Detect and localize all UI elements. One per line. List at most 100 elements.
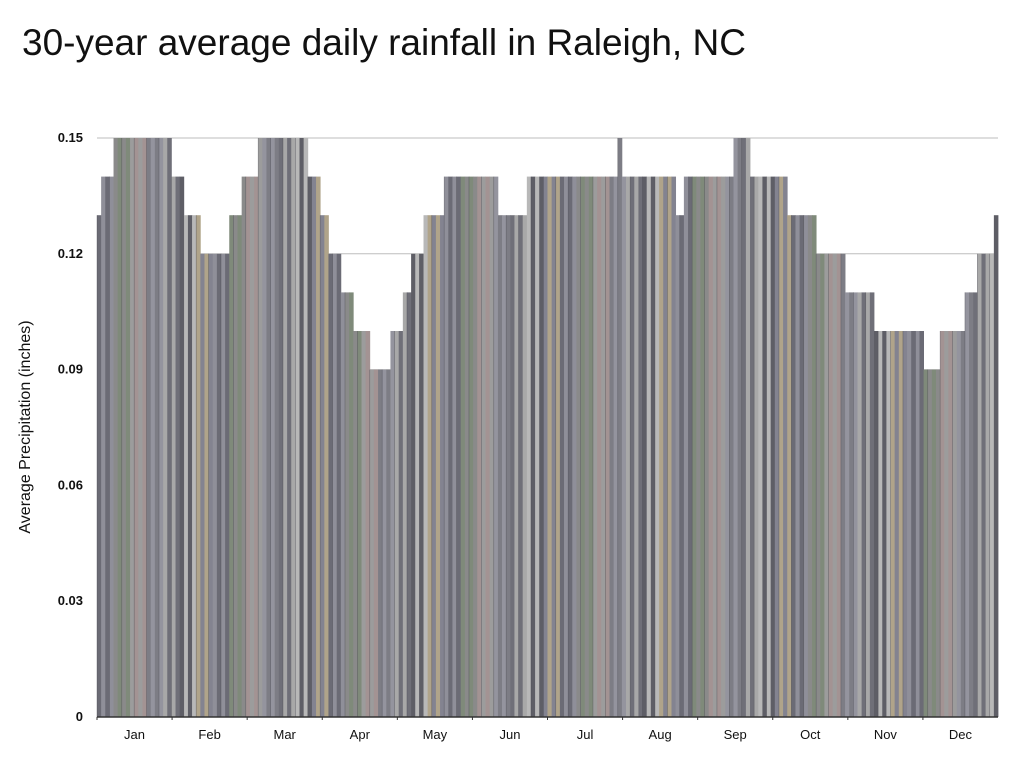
bar xyxy=(328,253,333,718)
bar xyxy=(419,253,424,718)
bar xyxy=(836,253,842,718)
bar xyxy=(944,331,949,717)
bar xyxy=(840,253,846,718)
bar xyxy=(183,215,189,717)
bar xyxy=(320,215,325,717)
x-tick-label: Feb xyxy=(198,727,220,742)
bar xyxy=(634,176,639,718)
bar xyxy=(113,138,119,717)
x-tick-label: Oct xyxy=(800,727,821,742)
bar xyxy=(311,176,317,718)
bar xyxy=(398,331,404,717)
x-tick-label: Dec xyxy=(949,727,973,742)
bar xyxy=(733,138,739,717)
bar xyxy=(688,176,693,718)
bar xyxy=(187,215,193,717)
bar xyxy=(125,138,131,717)
bar xyxy=(249,176,255,718)
bar xyxy=(460,176,466,718)
bar xyxy=(431,215,437,717)
bar xyxy=(373,369,379,717)
bar xyxy=(812,215,817,717)
bar xyxy=(572,176,577,718)
bar xyxy=(667,176,672,718)
x-tick-labels: Jan Feb Mar Apr May Jun Jul Aug Sep Oct Nov Dec xyxy=(124,727,972,742)
bar xyxy=(716,176,722,718)
bar xyxy=(163,138,168,717)
bar xyxy=(597,176,602,718)
bar xyxy=(745,138,751,717)
bar xyxy=(936,369,941,717)
y-tick-label: 0 xyxy=(76,709,83,724)
bar xyxy=(853,292,858,717)
bar xyxy=(952,331,958,717)
bar xyxy=(220,253,226,718)
bar xyxy=(679,215,685,717)
bar xyxy=(923,369,929,717)
bar xyxy=(902,331,908,717)
bar xyxy=(291,138,296,717)
bar xyxy=(898,331,904,717)
bar xyxy=(588,176,594,718)
bar xyxy=(869,292,875,717)
bar xyxy=(394,331,400,717)
y-tick-label: 0.12 xyxy=(58,246,83,261)
bar xyxy=(427,215,433,717)
bar xyxy=(307,176,313,718)
x-tick-label: Mar xyxy=(274,727,297,742)
bar xyxy=(526,176,532,718)
bar xyxy=(849,292,854,717)
bar xyxy=(117,138,123,717)
bar xyxy=(109,176,114,718)
bar xyxy=(783,176,788,718)
bar xyxy=(175,176,181,718)
bar xyxy=(576,176,581,718)
bar xyxy=(882,331,887,717)
bar xyxy=(878,331,883,717)
bar xyxy=(332,253,338,718)
y-tick-label: 0.03 xyxy=(58,593,83,608)
x-tick-label: Jul xyxy=(577,727,594,742)
y-tick-label: 0.09 xyxy=(58,362,83,377)
bar xyxy=(390,331,395,717)
x-tick-label: May xyxy=(423,727,448,742)
bar xyxy=(874,331,879,717)
bar xyxy=(287,138,292,717)
y-tick-labels: 0 0.03 0.06 0.09 0.12 0.15 xyxy=(58,130,83,724)
bar xyxy=(708,176,714,718)
bar xyxy=(142,138,147,717)
bar xyxy=(192,215,197,717)
bar xyxy=(440,215,445,717)
bar xyxy=(130,138,135,717)
bar xyxy=(584,176,590,718)
bar xyxy=(832,253,838,718)
bar xyxy=(121,138,127,717)
bar xyxy=(150,138,156,717)
bar xyxy=(824,253,829,718)
bar xyxy=(592,176,598,718)
bar xyxy=(316,176,321,718)
bar xyxy=(493,176,499,718)
bar xyxy=(948,331,953,717)
bar xyxy=(274,138,280,717)
chart-title: 30-year average daily rainfall in Raleig… xyxy=(22,22,746,63)
bar xyxy=(159,138,164,717)
bar xyxy=(444,176,449,718)
bar xyxy=(101,176,106,718)
bar xyxy=(216,253,222,718)
axes xyxy=(96,716,998,720)
bar xyxy=(497,215,503,717)
bar xyxy=(977,253,982,718)
x-tick-label: Aug xyxy=(649,727,672,742)
bar xyxy=(861,292,867,717)
bar xyxy=(729,176,734,718)
bar xyxy=(907,331,912,717)
bar xyxy=(696,176,701,718)
bar xyxy=(985,253,991,718)
bar xyxy=(477,176,482,718)
bar xyxy=(638,176,643,718)
bar xyxy=(200,253,205,718)
bar xyxy=(539,176,544,718)
bar xyxy=(791,215,796,717)
